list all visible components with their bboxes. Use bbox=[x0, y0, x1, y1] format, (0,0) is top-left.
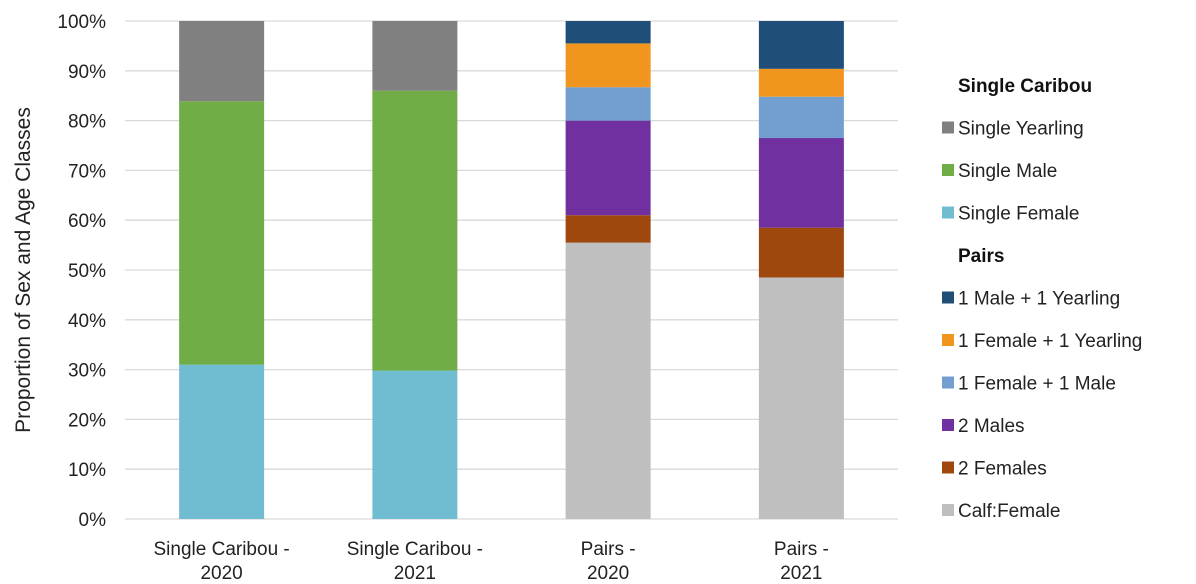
bar-segment-single-female bbox=[372, 370, 458, 519]
bar-segment-single-male bbox=[179, 101, 265, 365]
legend-swatch bbox=[942, 376, 954, 389]
bar-segment-1-female-1-male bbox=[758, 96, 844, 139]
legend-swatch bbox=[942, 419, 954, 431]
bars bbox=[179, 21, 844, 520]
y-axis-label: Proportion of Sex and Age Classes bbox=[12, 107, 35, 433]
bar-segment-2-males bbox=[758, 138, 844, 228]
legend-item: 2 Females bbox=[958, 459, 1047, 480]
legend-swatch bbox=[942, 164, 954, 176]
bar-segment-1-female-1-male bbox=[565, 87, 651, 121]
x-tick-label: Pairs -2021 bbox=[774, 539, 829, 584]
bar-segment-single-yearling bbox=[372, 21, 458, 91]
bar-segment-1-female-1-yearling bbox=[758, 68, 844, 97]
bar-segment-calf-female bbox=[758, 277, 844, 519]
bar-segment-2-females bbox=[565, 215, 651, 243]
bar-segment-single-female bbox=[179, 364, 265, 519]
legend-heading: Pairs bbox=[958, 246, 1004, 267]
legend-swatch bbox=[942, 206, 954, 219]
legend-item: 1 Female + 1 Yearling bbox=[958, 331, 1142, 352]
y-tick-label: 10% bbox=[68, 460, 106, 481]
y-tick-labels: 0% 10% 20% 30% 40% 50% 60% 70% 80% 90% 100% bbox=[57, 12, 106, 531]
x-tick-label: Single Caribou -2020 bbox=[154, 539, 290, 584]
x-tick-labels: Single Caribou -2020 Single Caribou -2021… bbox=[154, 539, 829, 584]
legend-heading: Single Caribou bbox=[958, 76, 1092, 97]
y-tick-label: 60% bbox=[68, 211, 106, 232]
bar-segment-1-male-1-yearling bbox=[758, 21, 844, 69]
bar-segment-2-females bbox=[758, 227, 844, 278]
y-tick-label: 40% bbox=[68, 311, 106, 332]
bar-segment-2-males bbox=[565, 120, 651, 216]
bar-segment-single-yearling bbox=[179, 21, 265, 102]
y-tick-label: 50% bbox=[68, 261, 106, 282]
y-tick-label: 100% bbox=[57, 12, 106, 33]
y-tick-label: 80% bbox=[68, 112, 106, 133]
x-tick-label: Single Caribou -2021 bbox=[347, 539, 483, 584]
bar-segment-single-male bbox=[372, 90, 458, 371]
bar-segment-1-female-1-yearling bbox=[565, 43, 651, 88]
legend-swatch bbox=[942, 291, 954, 304]
legend-item: Single Female bbox=[958, 204, 1079, 225]
legend-swatch bbox=[942, 121, 954, 134]
x-tick-label: Pairs -2020 bbox=[581, 539, 636, 584]
y-tick-label: 90% bbox=[68, 62, 106, 83]
legend: Single Caribou Single Yearling Single Male… bbox=[942, 76, 1142, 522]
y-tick-label: 30% bbox=[68, 361, 106, 382]
y-tick-label: 0% bbox=[79, 510, 107, 531]
legend-swatch bbox=[942, 461, 954, 474]
legend-item: 1 Male + 1 Yearling bbox=[958, 289, 1120, 310]
y-tick-label: 20% bbox=[68, 410, 106, 431]
legend-item: 2 Males bbox=[958, 416, 1025, 437]
legend-item: 1 Female + 1 Male bbox=[958, 374, 1116, 395]
legend-item: Single Male bbox=[958, 161, 1057, 182]
legend-item: Calf:Female bbox=[958, 501, 1060, 522]
bar-segment-calf-female bbox=[565, 242, 651, 520]
legend-item: Single Yearling bbox=[958, 119, 1084, 140]
legend-swatch bbox=[942, 334, 954, 346]
legend-swatch bbox=[942, 504, 954, 516]
y-tick-label: 70% bbox=[68, 161, 106, 182]
bar-segment-1-male-1-yearling bbox=[565, 21, 651, 44]
